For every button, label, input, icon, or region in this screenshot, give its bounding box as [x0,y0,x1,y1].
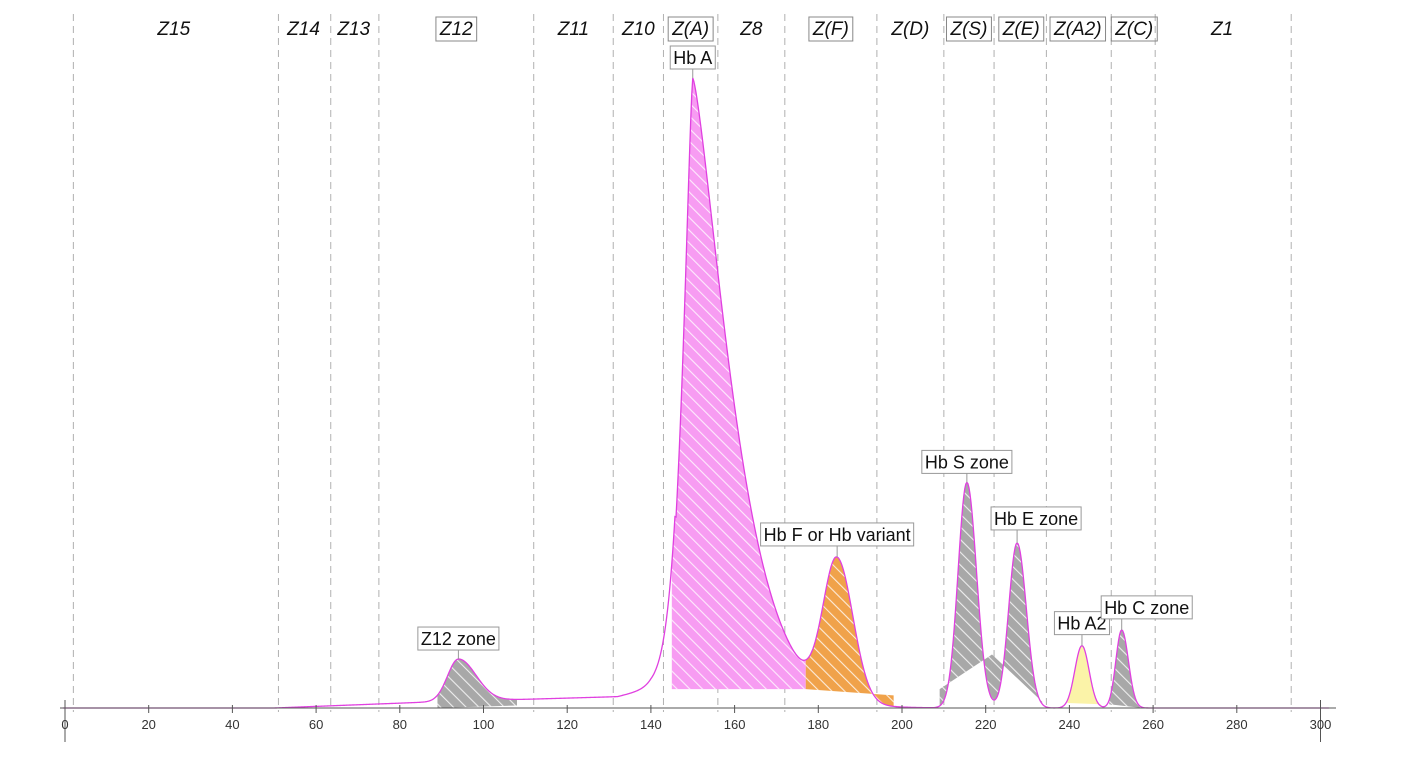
x-tick-label: 260 [1142,717,1164,732]
peak-label-hb-s-zone: Hb S zone [925,452,1009,472]
zone-label-z-f: Z(F) [812,19,849,40]
zone-label-box [435,16,478,42]
zone-label-z11: Z11 [557,19,589,40]
zone-label-z10: Z10 [621,19,655,40]
peak-hatch-hb-f-or-hb-variant [805,556,894,707]
x-tick-label: 160 [724,717,746,732]
x-tick-label: 120 [556,717,578,732]
zone-label-z12: Z12 [439,19,473,40]
x-tick-label: 200 [891,717,913,732]
peak-fill-hb-a2 [1067,645,1101,706]
x-tick-label: 140 [640,717,662,732]
zone-label-z14: Z14 [286,19,320,40]
zone-label-z13: Z13 [336,19,370,40]
peak-label-hb-e-zone: Hb E zone [994,509,1078,529]
peak-fills [437,78,1143,708]
x-axis: 0 20 40 60 80 100 120 140 160 180 200 220 240 260 280 3… [60,700,1336,742]
x-tick-label: 240 [1059,717,1081,732]
peak-label-hb-c-zone: Hb C zone [1104,598,1189,618]
peak-label-hb-f-or-hb-variant: Hb F or Hb variant [764,525,911,545]
zone-label-z-c: Z(C) [1114,19,1153,40]
zone-label-box [998,16,1045,42]
peak-hatch-hb-s-zone [939,482,992,706]
peak-label-z12-zone: Z12 zone [421,629,496,649]
x-tick-label: 220 [975,717,997,732]
peak-label-hb-a2: Hb A2 [1057,614,1106,634]
x-tick-label: 20 [141,717,155,732]
zone-label-z-a: Z(A) [671,19,709,40]
zone-label-box [945,16,992,42]
zone-label-box [667,16,714,42]
zone-label-box [1049,16,1107,42]
x-tick-label: 280 [1226,717,1248,732]
peak-label-hb-a: Hb A [673,48,712,68]
zone-label-box [808,16,854,42]
peak-hatch-hb-a [671,78,806,690]
x-tick-label: 100 [473,717,495,732]
peak-label-box [1100,595,1193,620]
peak-hatch-z12-zone [437,659,517,708]
x-tick-label: 0 [61,717,68,732]
peak-labels: Z12 zone Hb A Hb F or Hb variant Hb S zone H… [417,45,1193,660]
x-tick-label: 80 [393,717,407,732]
peak-label-box [990,506,1082,531]
zone-label-z-e: Z(E) [1002,19,1040,40]
zone-labels: Z15 Z14 Z13 Z12 Z11 Z10 Z(A) Z8 Z(F) Z(D) Z(S) Z(E)… [156,16,1233,42]
zone-label-z15: Z15 [156,19,190,40]
peak-hatch-hb-e-zone [991,542,1043,704]
x-tick-label: 40 [225,717,239,732]
x-tick-label: 60 [309,717,323,732]
x-tick-label: 180 [807,717,829,732]
zone-label-z-a2: Z(A2) [1053,19,1102,40]
zone-label-box [1110,16,1158,42]
zone-label-z-s: Z(S) [949,19,987,40]
zone-label-z1: Z1 [1210,19,1233,40]
zone-label-z-d: Z(D) [890,19,929,40]
x-tick-label: 300 [1310,717,1332,732]
zone-label-z8: Z8 [739,19,763,40]
